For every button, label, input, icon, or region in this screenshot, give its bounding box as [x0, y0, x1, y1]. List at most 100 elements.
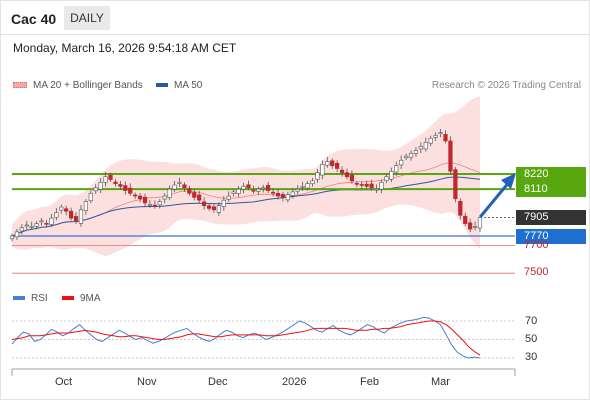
candle-body — [19, 227, 24, 232]
candle-body — [261, 187, 266, 190]
candle-body — [118, 184, 123, 187]
candle-body — [374, 188, 379, 191]
candle — [241, 182, 246, 194]
candle — [468, 218, 473, 233]
candle-body — [39, 220, 44, 223]
candle — [167, 185, 172, 201]
candle — [315, 169, 320, 183]
candle — [477, 214, 483, 233]
candle — [113, 178, 118, 187]
candle-body — [428, 137, 433, 144]
candle — [226, 191, 231, 202]
candle — [123, 181, 128, 195]
candle-body — [270, 191, 276, 194]
candle-body — [108, 174, 113, 180]
candle-body — [14, 231, 20, 238]
candle-body — [359, 184, 364, 186]
candle-body — [295, 188, 300, 192]
candle — [98, 178, 103, 194]
month-label-oct: Oct — [55, 376, 73, 388]
candle — [216, 202, 222, 216]
candle-body — [413, 150, 419, 154]
candle-body — [369, 183, 374, 189]
candle-body — [310, 180, 315, 184]
ma50-swatch-icon — [156, 83, 168, 88]
candle-body — [477, 217, 483, 229]
rsi-panel — [11, 316, 515, 359]
timeframe-badge[interactable]: DAILY — [64, 6, 110, 30]
candle-body — [73, 216, 79, 222]
candle — [369, 179, 374, 191]
candle — [157, 199, 162, 209]
candle — [384, 173, 389, 184]
candle — [142, 193, 148, 208]
candle — [320, 160, 325, 180]
candle — [137, 193, 143, 203]
candle — [19, 224, 24, 235]
candle-body — [408, 153, 414, 159]
candle-body — [379, 181, 384, 190]
candle-body — [472, 226, 478, 228]
candle-body — [44, 223, 49, 225]
candle — [339, 166, 345, 177]
candle-body — [246, 184, 251, 189]
candle-body — [137, 195, 143, 200]
research-credit: Research © 2026 Trading Central — [431, 80, 581, 91]
candle — [335, 160, 340, 173]
candle-body — [339, 169, 345, 173]
candle — [428, 135, 433, 147]
candle-body — [349, 174, 355, 182]
candle — [93, 184, 98, 194]
candle-body — [384, 176, 389, 181]
resistance-1-label: 8110 — [516, 182, 586, 197]
candle — [73, 212, 79, 224]
rsi-line — [11, 316, 481, 359]
candle — [266, 181, 271, 194]
candle — [300, 181, 305, 191]
candle-body — [458, 200, 463, 216]
candle — [472, 221, 478, 231]
candle — [202, 197, 207, 210]
candle — [433, 132, 438, 141]
candle-body — [448, 140, 453, 172]
candle — [118, 180, 123, 190]
candle-body — [404, 155, 409, 159]
candle-body — [241, 186, 246, 190]
candle-body — [206, 205, 212, 209]
legend-ma50: MA 50 — [156, 80, 202, 91]
candle-body — [226, 195, 231, 200]
candle-body — [300, 186, 305, 188]
candle-body — [389, 170, 394, 180]
candle — [290, 188, 295, 199]
candle — [9, 233, 15, 242]
candle — [408, 150, 414, 161]
candle-body — [399, 159, 404, 166]
candle — [197, 190, 202, 204]
candle-body — [162, 195, 167, 200]
candle — [34, 221, 39, 230]
candle-body — [64, 208, 69, 212]
candle — [399, 155, 404, 170]
candle-body — [133, 194, 138, 197]
candle — [133, 192, 138, 200]
candle-body — [93, 187, 98, 192]
candle-body — [266, 184, 271, 191]
candle — [448, 136, 453, 175]
candle — [275, 188, 281, 200]
candle — [24, 220, 29, 230]
candle — [172, 180, 177, 193]
candle — [162, 193, 167, 204]
candle-body — [364, 183, 369, 187]
candle-body — [418, 146, 423, 150]
forecast-arrow-icon — [479, 173, 516, 218]
arrow-head — [501, 173, 516, 189]
support-1-label: 7700 — [524, 239, 549, 251]
month-label-mar: Mar — [431, 376, 450, 388]
candle — [88, 190, 93, 204]
legend-rsi: RSI — [13, 293, 48, 304]
rsi-tick-50: 50 — [525, 333, 538, 345]
candle — [182, 182, 187, 192]
candle-body — [177, 181, 182, 184]
candle-body — [423, 142, 428, 150]
legend-bollinger: MA 20 + Bollinger Bands — [13, 80, 143, 91]
